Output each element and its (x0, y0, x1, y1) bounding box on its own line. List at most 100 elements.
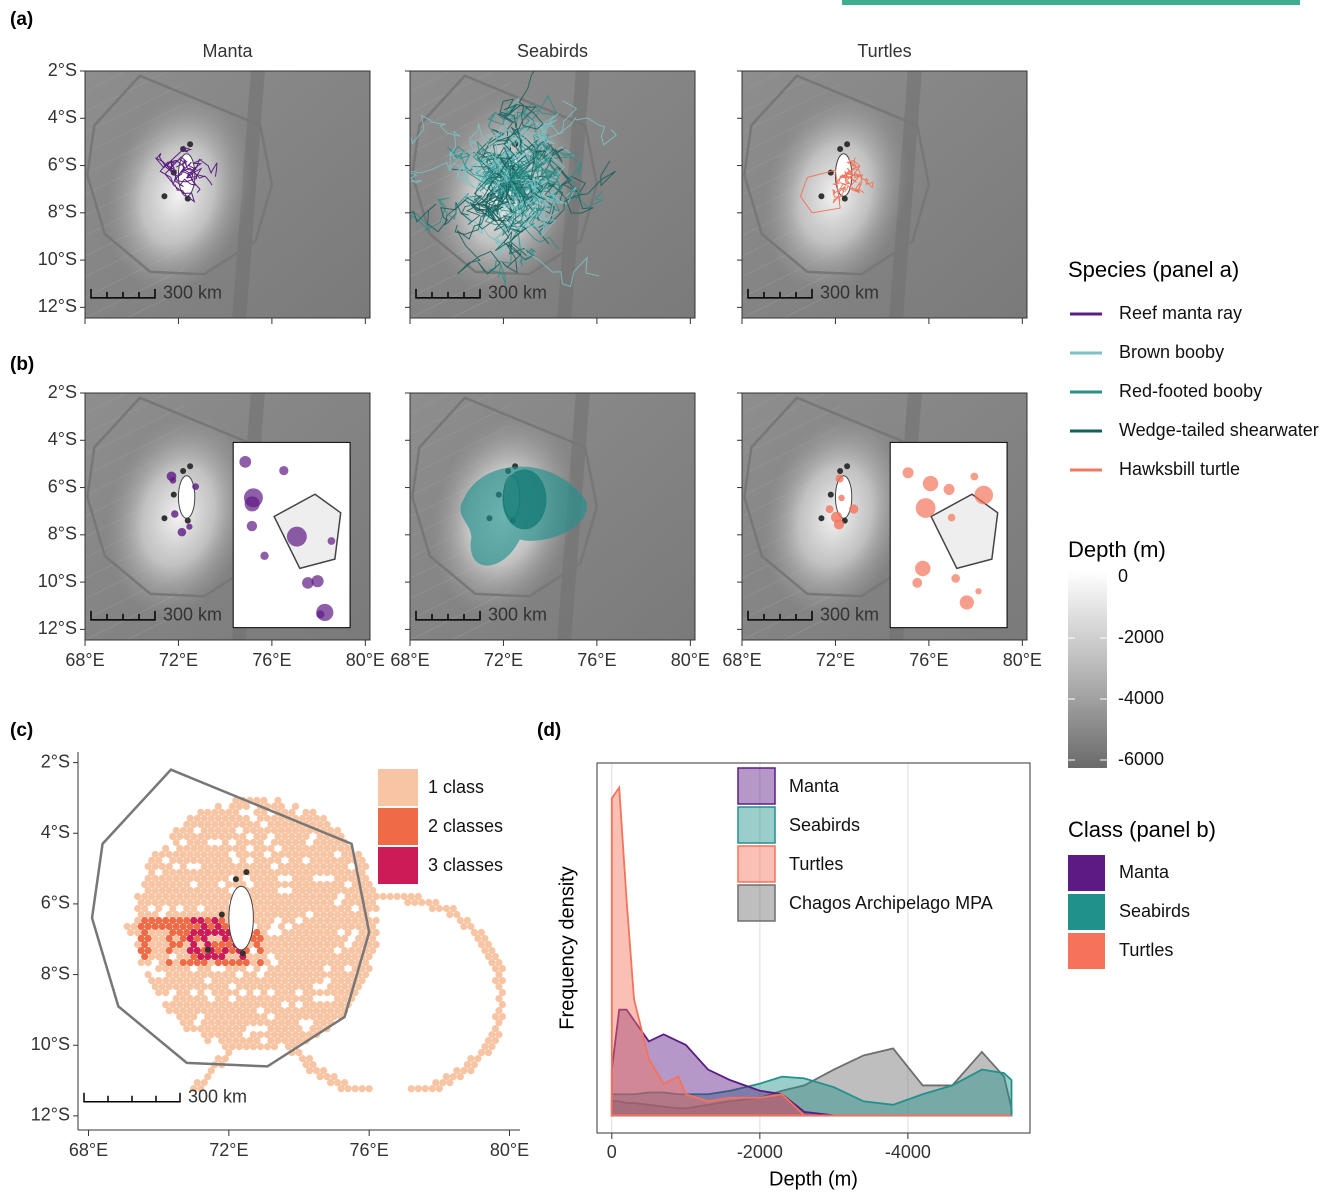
hex-cell (267, 893, 274, 900)
hex-cell (257, 935, 264, 942)
hex-cell (260, 989, 267, 996)
hex-cell (225, 833, 232, 840)
hex-cell (183, 905, 190, 912)
hex-cell (323, 857, 330, 864)
hex-cell (222, 1055, 229, 1062)
hex-cell (180, 1019, 187, 1026)
hex-cell (246, 1001, 253, 1008)
hex-cell (281, 1025, 288, 1032)
hex-cell (197, 1025, 204, 1032)
hex-cell (299, 899, 306, 906)
island (161, 515, 167, 521)
hex-cell (341, 971, 348, 978)
hex-cell (345, 953, 352, 960)
hex-cell (334, 1007, 341, 1014)
hex-cell (180, 947, 187, 954)
hex-cell (229, 1019, 236, 1026)
hex-cell (208, 959, 215, 966)
hex-cell (208, 815, 215, 822)
hex-cell (464, 917, 471, 924)
hex-cell (348, 959, 355, 966)
hex-cell (299, 1031, 306, 1038)
hex-cell (295, 881, 302, 888)
hex-cell (323, 953, 330, 960)
hex-cell (267, 941, 274, 948)
hex-cell (443, 905, 450, 912)
hex-cell (334, 887, 341, 894)
hex-cell (320, 1067, 327, 1074)
hex-cell (162, 881, 169, 888)
hex-cell (183, 917, 190, 924)
hex-cell (148, 941, 155, 948)
hex-cell (267, 821, 274, 828)
hex-cell (225, 989, 232, 996)
hex-cell (281, 953, 288, 960)
hex-cell (173, 983, 180, 990)
hex-cell (330, 941, 337, 948)
hex-cell (187, 1007, 194, 1014)
hex-cell (222, 983, 229, 990)
inset-spot (915, 561, 930, 576)
hex-cell (429, 905, 436, 912)
hex-cell (302, 1061, 309, 1068)
hex-cell (373, 905, 380, 912)
hex-cell (337, 965, 344, 972)
hex-cell (141, 917, 148, 924)
hex-cell (415, 893, 422, 900)
hex-cell (222, 1019, 229, 1026)
hex-cell (299, 827, 306, 834)
inset-spot (316, 604, 333, 621)
hex-cell (218, 989, 225, 996)
hex-cell (362, 971, 369, 978)
hex-cell (341, 863, 348, 870)
hex-cell (204, 821, 211, 828)
inset-spot (975, 588, 981, 594)
hex-cell (327, 1007, 334, 1014)
hex-cell (337, 977, 344, 984)
hex-cell (264, 887, 271, 894)
hex-cell (187, 959, 194, 966)
hex-cell (239, 1001, 246, 1008)
hex-cell (194, 815, 201, 822)
hex-cell (264, 875, 271, 882)
hex-cell (306, 863, 313, 870)
island (818, 193, 824, 199)
hex-cell (362, 863, 369, 870)
hex-cell (337, 1085, 344, 1092)
y-tick-label: 8°S (48, 202, 77, 222)
hex-cell (257, 1043, 264, 1050)
hex-cell (152, 863, 159, 870)
hex-cell (155, 917, 162, 924)
inset-spot (903, 467, 914, 478)
hex-cell (281, 941, 288, 948)
hex-cell (183, 977, 190, 984)
hex-cell (225, 821, 232, 828)
hex-cell (267, 977, 274, 984)
hex-cell (222, 851, 229, 858)
y-tick-label: 4°S (41, 822, 70, 842)
y-tick-label: 2°S (48, 60, 77, 80)
hex-cell (278, 851, 285, 858)
hex-cell (264, 959, 271, 966)
hex-cell (327, 899, 334, 906)
hex-cell (180, 899, 187, 906)
hex-cell (243, 1019, 250, 1026)
hex-cell (352, 1085, 359, 1092)
hex-cell (281, 917, 288, 924)
hex-cell (394, 893, 401, 900)
x-tick-label: 76°E (350, 1140, 389, 1160)
hex-cell (302, 845, 309, 852)
hex-cell (218, 1001, 225, 1008)
hex-cell (173, 875, 180, 882)
hex-cell (337, 881, 344, 888)
hex-cell (166, 899, 173, 906)
hex-cell (229, 803, 236, 810)
hex-cell (176, 1001, 183, 1008)
hex-cell (155, 881, 162, 888)
hex-cell (211, 917, 218, 924)
hex-cell (341, 899, 348, 906)
legend-key (738, 885, 775, 921)
hex-cell (313, 911, 320, 918)
hex-cell (180, 935, 187, 942)
hex-cell (260, 797, 267, 804)
